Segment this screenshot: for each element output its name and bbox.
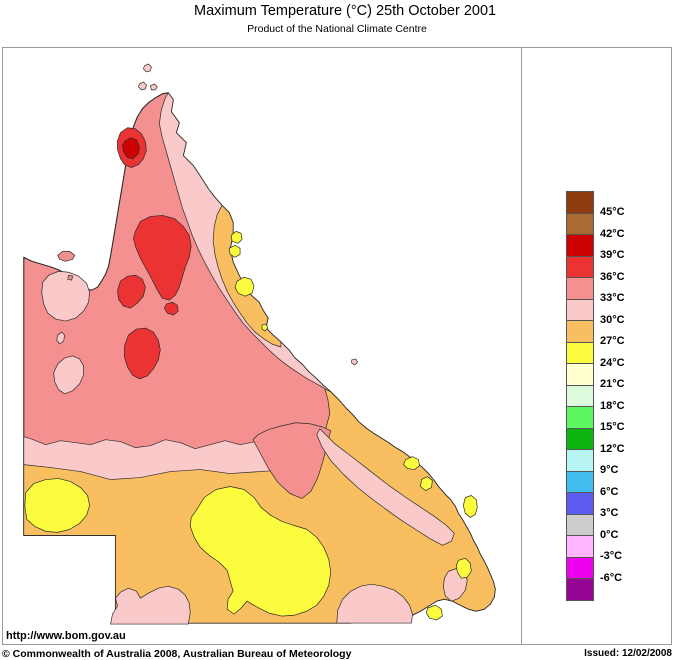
region-33-36-tongue [252, 422, 332, 499]
island-gulf [57, 250, 75, 262]
island-24-27-2 [420, 476, 433, 491]
island-24-27-fraser [462, 495, 478, 518]
region-30-33-nw-3 [56, 331, 66, 345]
region-36-39-central [133, 215, 192, 301]
island-gulf-speck [67, 274, 73, 281]
speck-24-27-coast [261, 323, 269, 332]
region-24-27-ne-2 [228, 244, 241, 258]
region-30-33-bottom-1 [110, 585, 191, 625]
region-24-27-central [189, 486, 332, 617]
frame-divider [521, 47, 522, 644]
region-30-33-se-wedge [316, 428, 455, 546]
queensland-temperature-map [23, 63, 496, 625]
map-frame [2, 47, 672, 645]
region-39-42-core [122, 137, 140, 159]
island-tip-2 [138, 81, 147, 91]
region-36-39-lower [124, 327, 161, 380]
island-tip-1 [143, 63, 152, 73]
island-24-27-4 [455, 557, 472, 579]
copyright-text: © Commonwealth of Australia 2008, Austra… [2, 648, 352, 660]
region-30-33-bottom-2 [336, 583, 413, 624]
region-30-33-nw-2 [53, 355, 84, 395]
map-title: Maximum Temperature (°C) [194, 3, 372, 19]
region-27-30-ne-strip [212, 205, 282, 348]
region-36-39-left [117, 274, 146, 309]
island-24-27-5 [426, 604, 443, 621]
island-coast-speck [351, 358, 359, 366]
island-24-27-1 [403, 456, 420, 470]
region-24-27-sw [24, 478, 90, 533]
island-tip-3 [150, 83, 158, 91]
map-date: 25th October 2001 [376, 3, 497, 19]
region-24-27-ne-1 [230, 231, 243, 244]
region-36-39-small [163, 301, 179, 316]
bom-url: http://www.bom.gov.au [6, 630, 126, 642]
issued-date: Issued: 12/02/2008 [584, 648, 672, 659]
region-30-33-nw-1 [41, 270, 90, 322]
region-24-27-ne-3 [234, 276, 255, 297]
map-subtitle: Product of the National Climate Centre [247, 23, 427, 35]
